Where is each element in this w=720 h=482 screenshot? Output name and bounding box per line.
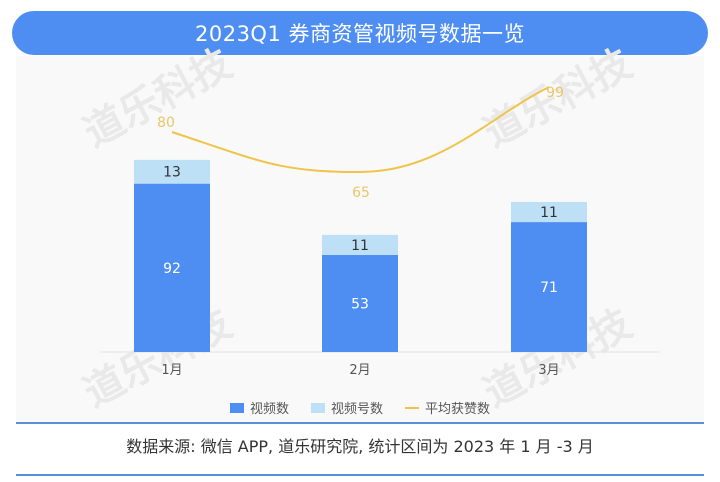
data-source-note: 数据来源: 微信 APP, 道乐研究院, 统计区间为 2023 年 1 月 -3…: [126, 437, 594, 456]
bar-account-value: 11: [351, 238, 369, 254]
legend-label: 平均获赞数: [425, 402, 491, 417]
legend-swatch-account: [310, 402, 325, 413]
legend-swatch-likes: [405, 406, 419, 409]
bar-account: [134, 159, 210, 184]
bar-video: [134, 183, 210, 352]
bar-video-value: 71: [540, 280, 558, 296]
bar-account-value: 13: [163, 165, 181, 181]
chart-title: 2023Q1 券商资管视频号数据一览: [12, 11, 708, 55]
line-value-label: 99: [546, 85, 564, 101]
legend-label: 视频号数: [330, 402, 383, 417]
legend-swatch-video: [229, 402, 244, 413]
bar-account: [322, 234, 398, 256]
x-tick-label: 1月: [161, 363, 182, 378]
legend-item-video: 视频数: [229, 398, 289, 417]
legend-label: 视频数: [249, 402, 289, 417]
bar-account-value: 11: [540, 205, 558, 221]
divider-top: [16, 422, 704, 424]
bar-account: [511, 201, 587, 223]
legend-item-account: 视频号数: [310, 398, 383, 417]
chart-plot: 92 13 1月 53 11 2月 71 11 3月 80 65 99: [100, 85, 660, 378]
line-value-label: 65: [352, 185, 370, 201]
bar-video: [511, 222, 587, 352]
x-tick-label: 3月: [538, 363, 559, 378]
line-value-label: 80: [157, 115, 175, 131]
bar-video: [322, 255, 398, 352]
x-tick-label: 2月: [349, 363, 370, 378]
divider-bottom: [16, 474, 704, 476]
legend-item-likes: 平均获赞数: [405, 398, 490, 417]
bar-video-value: 92: [163, 261, 181, 277]
bar-video-value: 53: [351, 297, 369, 313]
chart-legend: 视频数 视频号数 平均获赞数: [0, 398, 720, 417]
